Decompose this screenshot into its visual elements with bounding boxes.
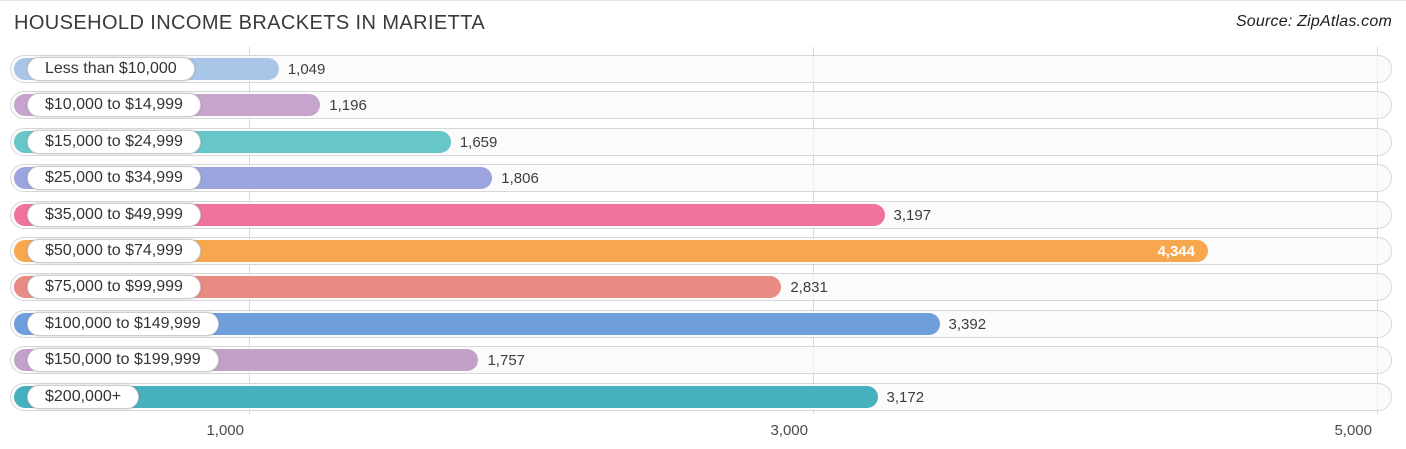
bar-row: 3,392 $100,000 to $149,999 xyxy=(10,309,1392,338)
bar-track: 4,344 $50,000 to $74,999 xyxy=(10,236,1392,265)
x-tick-label: 3,000 xyxy=(770,421,808,439)
chart-title: HOUSEHOLD INCOME BRACKETS IN MARIETTA xyxy=(14,12,486,34)
gridlines xyxy=(10,47,1392,414)
category-label: $15,000 to $24,999 xyxy=(27,129,201,154)
gridline xyxy=(249,47,250,414)
bar-value: 1,757 xyxy=(487,352,526,370)
bar-value: 3,392 xyxy=(948,315,987,333)
bar-row: 3,197 $35,000 to $49,999 xyxy=(10,200,1392,229)
bar-row: 1,659 $15,000 to $24,999 xyxy=(10,127,1392,156)
category-label: $100,000 to $149,999 xyxy=(27,311,219,336)
bar-track: 3,392 $100,000 to $149,999 xyxy=(10,309,1392,338)
bar-track: 1,049 Less than $10,000 xyxy=(10,55,1392,83)
bar-track: 1,757 $150,000 to $199,999 xyxy=(10,346,1392,375)
bar-value: 1,806 xyxy=(501,170,539,188)
bar-row: 3,172 $200,000+ xyxy=(10,382,1392,411)
bar-track: 1,659 $15,000 to $24,999 xyxy=(10,127,1392,156)
bar-track: 2,831 $75,000 to $99,999 xyxy=(10,273,1392,302)
bar-track: 3,197 $35,000 to $49,999 xyxy=(10,200,1392,229)
bar-row: 2,831 $75,000 to $99,999 xyxy=(10,273,1392,302)
source-attribution: Source: ZipAtlas.com xyxy=(1235,13,1392,30)
category-label: $35,000 to $49,999 xyxy=(27,202,201,227)
category-label: $150,000 to $199,999 xyxy=(27,348,219,373)
bar-row: 1,806 $25,000 to $34,999 xyxy=(10,164,1392,193)
x-tick-label: 1,000 xyxy=(206,421,244,439)
category-label: $75,000 to $99,999 xyxy=(27,275,201,300)
bar-row: 1,196 $10,000 to $14,999 xyxy=(10,91,1392,120)
x-axis: 1,000 3,000 5,000 xyxy=(10,416,1392,448)
bar xyxy=(14,276,782,299)
bar-row: 1,757 $150,000 to $199,999 xyxy=(10,346,1392,375)
x-tick-label: 5,000 xyxy=(1334,421,1372,439)
bar-value: 3,197 xyxy=(893,206,932,224)
bar-row: 4,344 $50,000 to $74,999 xyxy=(10,236,1392,265)
bar-row: 1,049 Less than $10,000 xyxy=(10,55,1392,83)
bar-track: 3,172 $200,000+ xyxy=(10,382,1392,411)
bar-value: 3,172 xyxy=(886,388,925,406)
category-label: $25,000 to $34,999 xyxy=(27,166,201,191)
bar-track: 1,806 $25,000 to $34,999 xyxy=(10,164,1392,193)
bar xyxy=(14,312,940,335)
bar xyxy=(14,203,885,226)
gridline xyxy=(813,47,814,414)
bar-rows: 1,049 Less than $10,000 1,196 $10,000 to… xyxy=(10,55,1392,411)
bar-value: 1,659 xyxy=(459,133,498,151)
category-label: $50,000 to $74,999 xyxy=(27,238,201,263)
bar-value: 2,831 xyxy=(790,279,828,297)
gridline xyxy=(1377,47,1378,414)
category-label: $200,000+ xyxy=(27,384,140,409)
chart-header: HOUSEHOLD INCOME BRACKETS IN MARIETTA So… xyxy=(0,1,1406,47)
category-label: $10,000 to $14,999 xyxy=(27,93,201,118)
bar xyxy=(14,385,878,408)
bar-value: 4,344 xyxy=(1157,242,1195,260)
category-label: Less than $10,000 xyxy=(27,57,195,81)
bar-track: 1,196 $10,000 to $14,999 xyxy=(10,91,1392,120)
chart-plot-area: 1,049 Less than $10,000 1,196 $10,000 to… xyxy=(10,47,1392,414)
bar-value: 1,196 xyxy=(329,97,367,115)
bar-value: 1,049 xyxy=(287,61,326,78)
bar xyxy=(14,239,1208,262)
